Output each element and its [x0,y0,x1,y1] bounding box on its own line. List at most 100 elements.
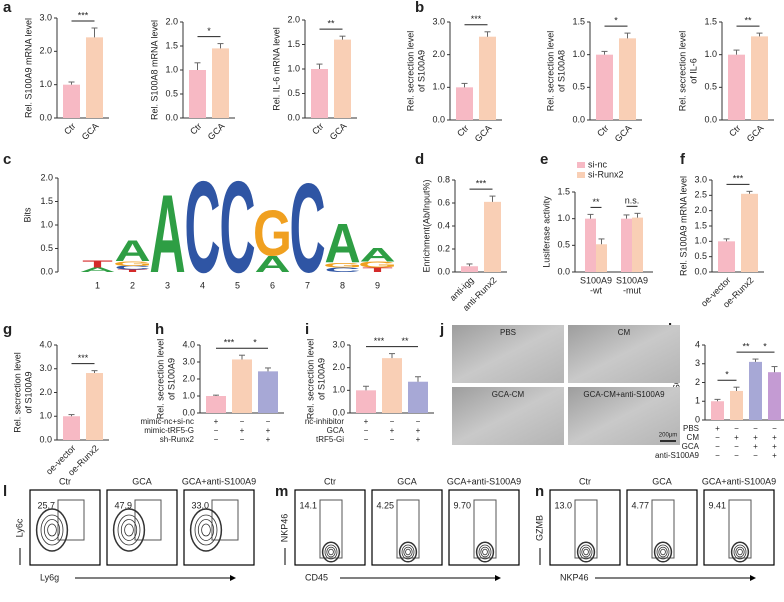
logo-letter: C [184,154,220,299]
contour [405,548,411,556]
contour [328,548,334,556]
logo-letter: T [362,266,393,273]
logo-letter: G [323,261,362,268]
y-tick-label: 0.2 [437,243,450,253]
bar [596,244,607,272]
flow-title: Ctr [59,476,71,486]
condition-cell: − [734,442,739,451]
y-tick-label: 1.0 [40,219,53,229]
significance-label: ** [401,336,409,346]
gate [574,499,598,559]
panel-letter: c [3,151,11,168]
y-tick-label: 1.5 [40,196,53,206]
y-tick-label: 3.0 [694,174,707,184]
panel-letter: m [275,483,288,500]
y-tick-label: 1.5 [572,16,585,26]
bar [408,381,428,413]
y-tick-label: 0.5 [40,243,53,253]
gate [57,499,85,541]
y-tick-label: 1.5 [287,39,300,49]
significance-label: *** [78,353,89,363]
y-tick-label: 0.0 [39,434,52,444]
y-axis-label: Enrichment(Ab/Input%) [421,179,431,272]
gate [728,499,752,559]
y-tick-label: 4.0 [182,339,195,349]
y-tick-label: 0.0 [182,407,195,417]
condition-cell: + [772,442,777,451]
panel-letter: n [535,483,544,500]
condition-cell: − [715,433,720,442]
y-axis-label: Rel. secrection level [677,31,687,112]
flow-title: GCA+anti-S100A9 [182,476,256,486]
x-tick-label: S100A9 [580,275,612,285]
condition-name: GCA [682,442,700,451]
y-tick-label: 2.0 [165,16,178,26]
condition-cell: − [734,451,739,460]
flow-title: Ctr [324,476,336,486]
condition-cell: − [390,435,395,444]
flow-arrow-head [230,575,236,581]
contour [194,514,218,546]
flow-title: GCA+anti-S100A9 [447,476,521,486]
contour [398,541,418,563]
x-tick-label: Ctr [188,121,204,137]
x-tick-label: -wt [590,285,602,295]
y-tick-label: 1.0 [694,236,707,246]
y-axis-label: Rel. IL-6 mRNA level [271,27,281,111]
significance-label: * [763,341,767,351]
y-axis-label: Rel. secrection level [405,31,415,112]
condition-cell: − [240,435,245,444]
y-tick-label: 0.0 [694,266,707,276]
y-tick-label: 0.0 [437,266,450,276]
micrograph-label: PBS [500,328,516,337]
contour [660,548,666,556]
contour [324,544,338,560]
y-tick-label: 2 [695,377,700,387]
contour [581,546,591,558]
logo-letter: A [114,235,150,268]
x-tick-label: 2 [130,280,135,290]
logo-letter: A [79,266,115,273]
x-tick-label: -mut [623,285,641,295]
micrograph [568,325,680,383]
contour [658,546,668,558]
y-axis-label: Rel. secrection level [155,339,165,420]
flow-arrow-head [495,575,501,581]
contour [124,523,134,537]
flow-title: Ctr [579,476,591,486]
bar [334,39,351,118]
gate-value: 47.9 [114,500,132,510]
logo-letter: A [254,252,290,277]
contour [480,546,490,558]
logo-letter: G [253,197,292,270]
y-tick-label: 0.8 [437,174,450,184]
micrograph-label: CM [618,328,631,337]
condition-name: nc-inhibitor [305,417,344,426]
x-tick-label: GCA [80,121,101,142]
y-tick-label: 1.5 [694,220,707,230]
y-tick-label: 2.0 [332,362,345,372]
significance-label: ** [327,19,335,29]
x-tick-label: GCA [328,121,349,142]
y-tick-label: 1.0 [332,385,345,395]
bar [382,358,402,413]
gate-value: 13.0 [554,500,572,510]
bar [206,396,226,413]
bar [63,416,80,440]
condition-cell: − [364,435,369,444]
condition-cell: + [715,424,720,433]
condition-cell: + [753,433,758,442]
contour [478,544,492,560]
y-axis-label: of S100A9 [316,358,326,400]
logo-letter: C [114,265,150,271]
contour [117,514,141,546]
x-tick-label: 9 [375,280,380,290]
contour [120,519,138,541]
flow-y-label: GZMB [534,515,544,541]
flow-plot [448,489,520,566]
condition-cell: − [390,417,395,426]
contour [35,508,69,552]
significance-label: *** [733,174,744,184]
y-axis-label: Bits [22,207,32,223]
x-tick-label: GCA [613,123,634,144]
